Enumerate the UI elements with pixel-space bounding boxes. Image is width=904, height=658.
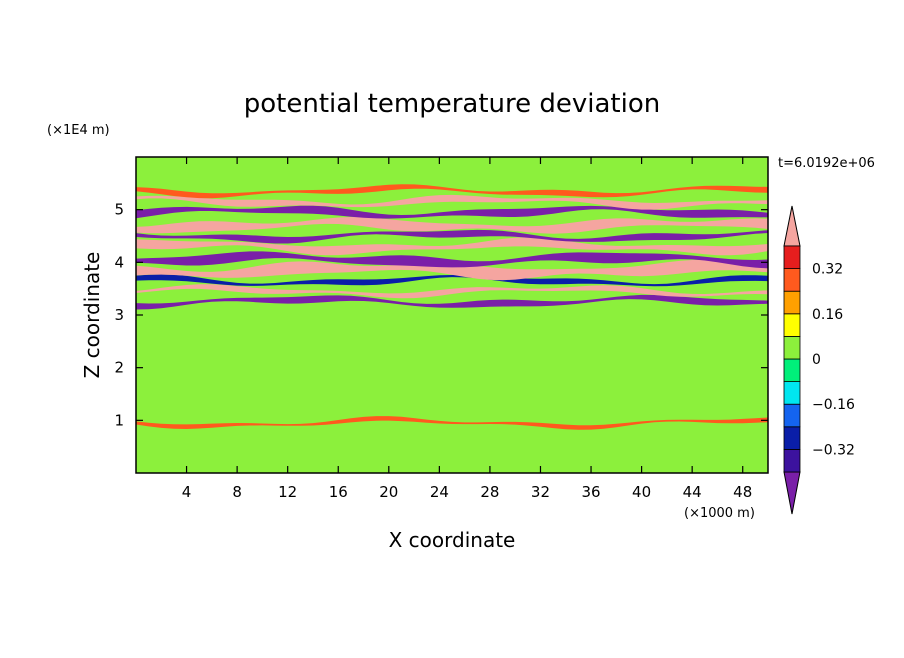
contour-band: [136, 184, 768, 199]
contour-band: [136, 260, 768, 281]
colorbar-segment: [783, 268, 801, 292]
x-axis: 4 8 12 16 20 24 28 32 36 40 44 48: [182, 157, 752, 501]
y-tick-label: 2: [114, 359, 124, 377]
y-tick-label: 4: [114, 253, 124, 271]
y-tick-label: 1: [114, 411, 124, 429]
colorbar-segment: [783, 358, 801, 383]
contour-bands: [136, 184, 768, 430]
contour-band: [136, 205, 768, 219]
x-tick-label: 36: [581, 483, 600, 501]
x-tick-label: 16: [329, 483, 348, 501]
x-tick-label: 40: [632, 483, 651, 501]
x-tick-label: 4: [182, 483, 192, 501]
x-tick-label: 44: [683, 483, 702, 501]
colorbar-segment: [783, 335, 801, 360]
contour-band: [136, 229, 768, 244]
colorbar: 0.32 0.16 0 −0.16 −0.32: [783, 205, 855, 515]
x-tick-label: 24: [430, 483, 449, 501]
colorbar-tick-label: −0.16: [812, 397, 855, 413]
colorbar-segment: [783, 313, 801, 337]
contour-field: [136, 157, 768, 473]
y-tick-label: 5: [114, 201, 124, 219]
time-label: t=6.0192e+06: [778, 156, 875, 171]
contour-band: [136, 274, 768, 287]
colorbar-segment: [783, 245, 801, 270]
x-unit-label: (×1000 m): [684, 506, 755, 521]
x-tick-label: 12: [278, 483, 297, 501]
colorbar-tick-label: 0.16: [812, 307, 843, 323]
y-axis: 1 2 3 4 5: [114, 201, 768, 429]
contour-band: [136, 217, 768, 234]
y-unit-label: (×1E4 m): [47, 123, 110, 138]
colorbar-segment: [783, 426, 801, 450]
x-tick-label: 48: [733, 483, 752, 501]
colorbar-segment: [783, 403, 801, 428]
x-tick-label: 8: [232, 483, 242, 501]
chart-title: potential temperature deviation: [244, 89, 660, 119]
colorbar-segment: [783, 381, 801, 405]
contour-band: [136, 284, 768, 299]
contour-band: [136, 237, 768, 256]
x-axis-label: X coordinate: [389, 528, 516, 552]
y-tick-label: 3: [114, 306, 124, 324]
colorbar-tick-label: 0: [812, 352, 821, 368]
colorbar-tick-label: −0.32: [812, 442, 855, 458]
x-tick-label: 20: [379, 483, 398, 501]
colorbar-segment: [783, 448, 801, 473]
contour-band: [136, 251, 768, 269]
colorbar-tick-label: 0.32: [812, 262, 843, 278]
x-tick-label: 28: [480, 483, 499, 501]
contour-band: [136, 416, 768, 430]
contour-band: [136, 194, 768, 210]
y-axis-label: Z coordinate: [80, 252, 104, 379]
x-tick-label: 32: [531, 483, 550, 501]
contour-band: [136, 294, 768, 310]
colorbar-segment: [783, 290, 801, 315]
